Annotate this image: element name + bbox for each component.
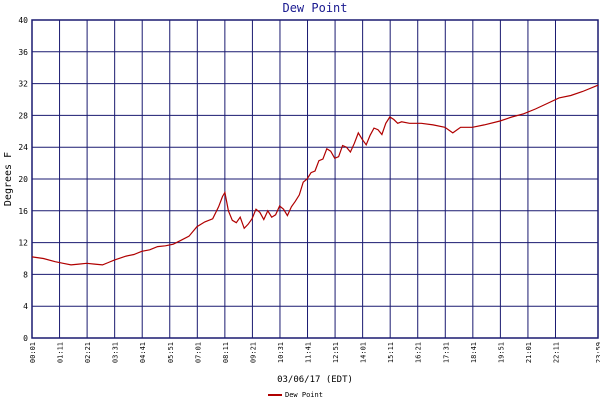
x-tick-label: 16:21 <box>415 342 423 363</box>
chart-title: Dew Point <box>282 1 347 15</box>
x-axis-label: 03/06/17 (EDT) <box>277 375 353 385</box>
x-tick-label: 03:31 <box>112 342 120 363</box>
y-tick-label: 4 <box>23 302 28 311</box>
x-tick-label: 10:31 <box>277 342 285 363</box>
x-tick-label: 15:11 <box>387 342 395 363</box>
y-tick-label: 8 <box>23 270 28 279</box>
y-tick-label: 24 <box>18 143 28 152</box>
y-tick-label: 16 <box>18 207 28 216</box>
x-tick-label: 00:01 <box>29 342 37 363</box>
y-axis-label: Degrees F <box>3 152 14 206</box>
x-tick-label: 22:11 <box>552 342 560 363</box>
data-line <box>31 84 599 266</box>
x-tick-label: 14:01 <box>360 342 368 363</box>
y-tick-label: 36 <box>18 48 28 57</box>
x-tick-label: 21:01 <box>525 342 533 363</box>
y-tick-label: 0 <box>23 334 28 343</box>
x-tick-label: 04:41 <box>139 342 147 363</box>
x-tick-label: 07:01 <box>194 342 202 363</box>
x-tick-label: 11:41 <box>305 342 313 363</box>
x-tick-label: 05:51 <box>167 342 175 363</box>
x-tick-label: 09:21 <box>249 342 257 363</box>
y-tick-label: 32 <box>18 80 28 89</box>
x-tick-label: 18:41 <box>470 342 478 363</box>
x-tick-label: 08:11 <box>222 342 230 363</box>
x-tick-label: 23:59 <box>595 342 600 363</box>
x-tick-label: 19:51 <box>497 342 505 363</box>
y-tick-label: 28 <box>18 111 28 120</box>
y-tick-label: 40 <box>18 16 28 25</box>
y-tick-label: 12 <box>18 239 28 248</box>
x-tick-label: 12:51 <box>332 342 340 363</box>
y-tick-label: 20 <box>18 175 28 184</box>
x-tick-label: 02:21 <box>84 342 92 363</box>
x-tick-label: 01:11 <box>57 342 65 363</box>
legend-label: Dew Point <box>285 391 323 399</box>
x-tick-label: 17:31 <box>442 342 450 363</box>
